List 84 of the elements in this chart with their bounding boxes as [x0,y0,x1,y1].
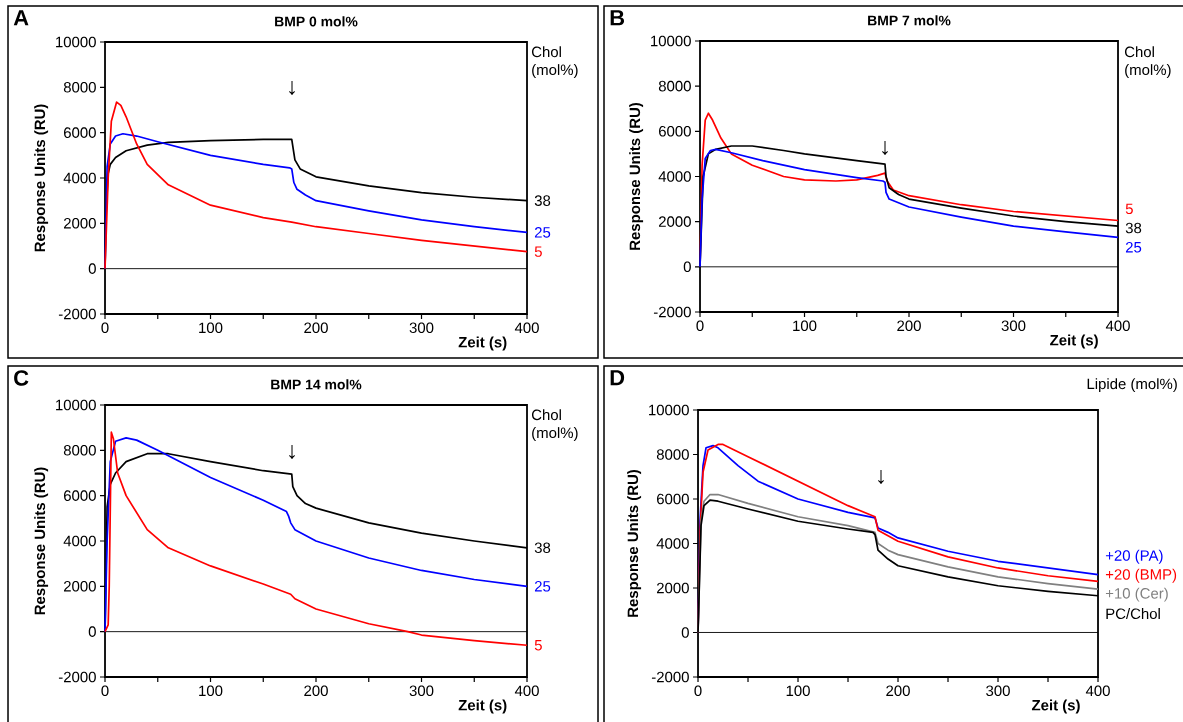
series-label: 38 [534,542,551,554]
legend-title: Chol (mol%) [531,409,578,442]
x-tick-label: 100 [793,320,817,332]
x-tick-label: 200 [897,320,921,332]
y-axis-title: Response Units (RU) [629,102,644,250]
series-label: +20 (BMP) [1105,568,1177,583]
legend-title: Chol (mol%) [531,46,578,79]
y-tick-label: -2000 [653,306,691,318]
y-tick-label: 10000 [56,399,96,411]
series-label: 38 [1125,222,1142,234]
series-label: 5 [534,246,542,257]
text: A [13,10,29,26]
series-label: +10 (Cer) [1105,587,1168,602]
series-label: 38 [534,195,551,206]
y-tick-label: 0 [683,261,691,273]
y-tick-label: 10000 [649,404,689,416]
y-tick-label: 6000 [64,127,96,138]
x-tick-label: 400 [1105,320,1130,332]
x-tick-label: 200 [304,685,328,697]
y-tick-label: -2000 [58,308,96,320]
chart-title: BMP 0 mol% [275,16,358,27]
y-tick-label: 10000 [56,36,96,48]
chart-title: BMP 7 mol% [868,15,951,26]
y-tick-label: -2000 [651,671,689,683]
y-tick-label: 0 [88,626,96,637]
x-tick-label: 0 [101,322,109,334]
y-tick-label: 4000 [656,538,689,549]
x-tick-label: 300 [409,322,434,334]
x-tick-label: 100 [786,685,810,697]
y-tick-label: 0 [88,263,96,274]
x-tick-label: 300 [409,685,434,697]
series-label: 25 [534,227,551,238]
x-axis-title: Zeit (s) [458,699,507,714]
legend-title: Chol (mol%) [1124,46,1171,79]
annotation: ↓ [289,80,295,96]
y-axis-title: Response Units (RU) [34,467,49,615]
series-label: PC/Chol [1106,608,1160,620]
y-tick-label: 4000 [63,535,96,547]
y-tick-label: 8000 [63,445,96,456]
x-tick-label: 400 [1085,685,1110,697]
x-tick-label: 300 [986,685,1010,697]
x-axis-title: Zeit (s) [1031,699,1080,714]
y-tick-label: 2000 [63,581,96,592]
x-tick-label: 100 [199,685,223,697]
y-tick-label: 6000 [64,490,96,501]
y-axis-title: Response Units (RU) [627,469,642,617]
x-tick-label: 300 [1001,320,1026,332]
y-tick-label: 8000 [656,449,689,460]
x-tick-label: 200 [304,322,328,334]
chart-title: BMP 14 mol% [271,379,362,390]
series-label: 25 [534,581,551,592]
text: D [610,370,625,386]
x-tick-label: 200 [886,685,910,697]
series-label: 5 [534,640,542,651]
y-tick-label: 8000 [658,80,691,92]
y-tick-label: 0 [681,627,689,638]
y-tick-label: 6000 [659,126,691,137]
y-tick-label: 4000 [658,171,691,182]
series-label: +20 (PA) [1105,549,1163,564]
y-tick-label: 2000 [659,216,691,227]
x-tick-label: 0 [694,685,702,697]
text: C [14,370,29,386]
y-tick-label: -2000 [58,671,96,683]
y-tick-label: 10000 [651,35,691,47]
annotation: ↓ [878,469,884,485]
x-axis-title: Zeit (s) [458,336,507,351]
y-axis-title: Response Units (RU) [34,104,49,252]
y-tick-label: 6000 [657,493,689,505]
y-tick-label: 4000 [63,172,96,184]
annotation: ↓ [289,444,295,460]
series-label: 25 [1125,241,1142,253]
y-tick-label: 2000 [63,218,96,229]
legend-title: Lipide (mol%) [1087,378,1177,393]
y-tick-label: 8000 [63,82,96,93]
x-tick-label: 0 [101,685,109,697]
series-label: 5 [1125,203,1133,215]
x-tick-label: 100 [199,322,223,334]
x-tick-label: 400 [514,685,539,697]
y-tick-label: 2000 [657,582,689,594]
x-tick-label: 400 [514,322,539,334]
annotation: ↓ [882,140,888,156]
x-axis-title: Zeit (s) [1050,334,1098,349]
x-tick-label: 0 [696,320,704,332]
text: B [610,10,625,26]
